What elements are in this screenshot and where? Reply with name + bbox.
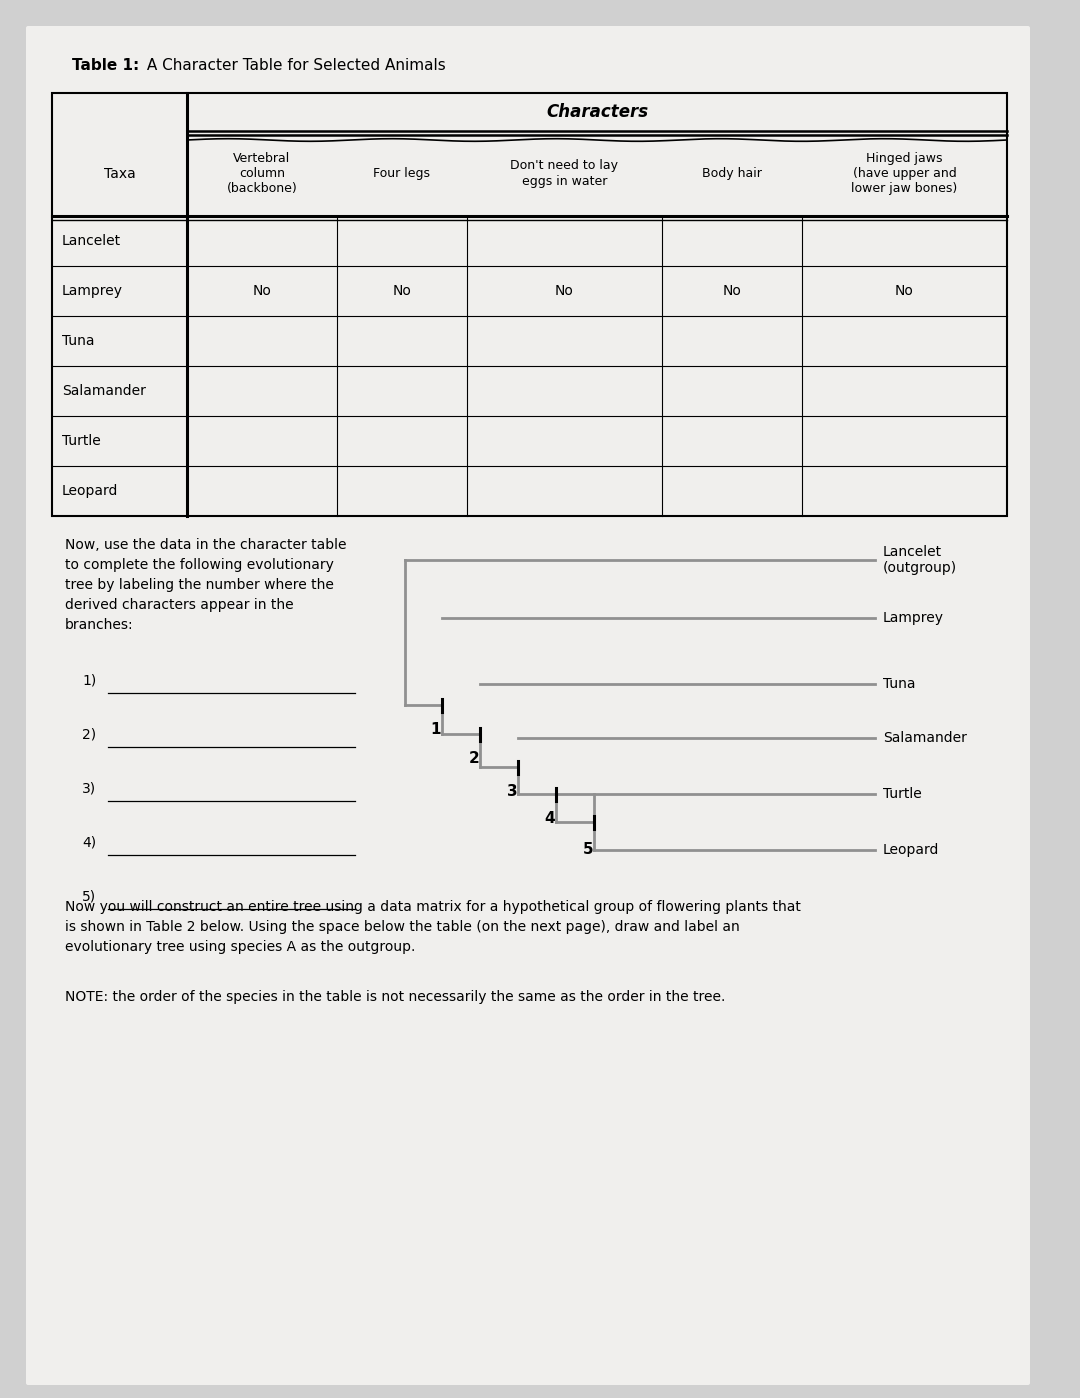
- Text: Salamander: Salamander: [883, 731, 967, 745]
- Text: No: No: [723, 284, 742, 298]
- Text: Leopard: Leopard: [62, 484, 119, 498]
- Text: Tuna: Tuna: [883, 677, 916, 691]
- Text: 1: 1: [431, 721, 442, 737]
- FancyBboxPatch shape: [26, 27, 1030, 1385]
- Text: Now you will construct an entire tree using a data matrix for a hypothetical gro: Now you will construct an entire tree us…: [65, 900, 801, 953]
- Text: 3: 3: [507, 784, 517, 800]
- Text: Characters: Characters: [545, 103, 648, 122]
- Text: Leopard: Leopard: [883, 843, 940, 857]
- Text: No: No: [392, 284, 411, 298]
- Bar: [52, 94, 1007, 516]
- Text: 2: 2: [469, 751, 480, 766]
- Text: Tuna: Tuna: [62, 334, 95, 348]
- Text: Don't need to lay
eggs in water: Don't need to lay eggs in water: [511, 159, 619, 187]
- Text: 5: 5: [583, 842, 593, 857]
- Text: Lamprey: Lamprey: [883, 611, 944, 625]
- Text: Body hair: Body hair: [702, 166, 761, 180]
- Text: 4): 4): [82, 835, 96, 849]
- Text: No: No: [253, 284, 271, 298]
- Text: Turtle: Turtle: [62, 433, 100, 447]
- Text: Hinged jaws
(have upper and
lower jaw bones): Hinged jaws (have upper and lower jaw bo…: [851, 152, 958, 194]
- Text: No: No: [555, 284, 573, 298]
- Text: NOTE: the order of the species in the table is not necessarily the same as the o: NOTE: the order of the species in the ta…: [65, 990, 726, 1004]
- Text: Lancelet
(outgroup): Lancelet (outgroup): [883, 545, 957, 575]
- Text: Four legs: Four legs: [374, 166, 431, 180]
- Text: Turtle: Turtle: [883, 787, 921, 801]
- Text: Salamander: Salamander: [62, 384, 146, 398]
- Text: Taxa: Taxa: [104, 166, 135, 180]
- Text: Vertebral
column
(backbone): Vertebral column (backbone): [227, 152, 297, 194]
- Text: Lamprey: Lamprey: [62, 284, 123, 298]
- Text: No: No: [895, 284, 914, 298]
- Text: 2): 2): [82, 727, 96, 741]
- Text: 4: 4: [544, 811, 555, 826]
- Text: 1): 1): [82, 672, 96, 686]
- Text: 5): 5): [82, 889, 96, 903]
- Text: A Character Table for Selected Animals: A Character Table for Selected Animals: [141, 57, 446, 73]
- Text: 3): 3): [82, 781, 96, 795]
- Text: Now, use the data in the character table
to complete the following evolutionary
: Now, use the data in the character table…: [65, 538, 347, 632]
- Text: Table 1:: Table 1:: [72, 57, 139, 73]
- Text: Lancelet: Lancelet: [62, 233, 121, 247]
